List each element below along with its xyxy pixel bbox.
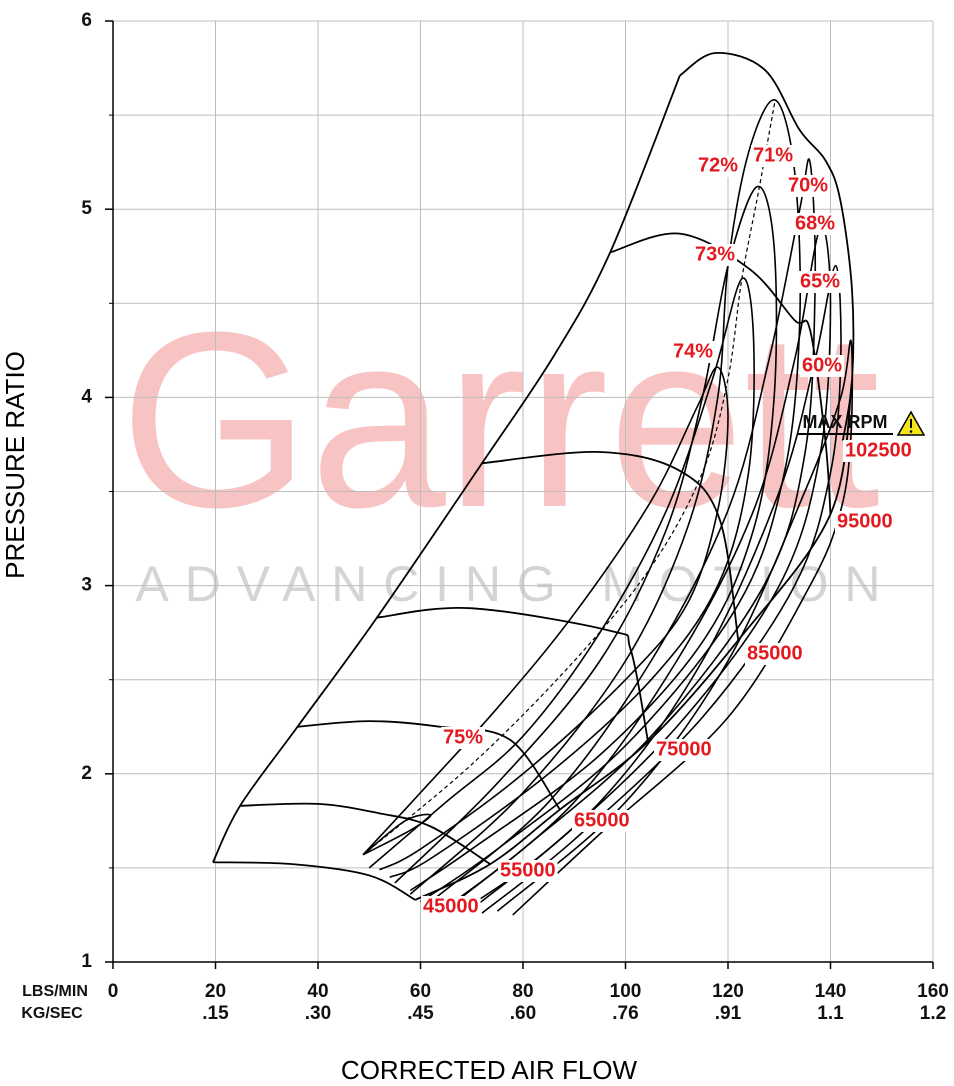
label-bg xyxy=(750,145,796,167)
x2-tick-label: .91 xyxy=(715,1003,742,1024)
x-tick-label: 40 xyxy=(307,981,328,1002)
label-bg xyxy=(440,727,486,749)
watermark-title: Garrett xyxy=(120,280,880,559)
speed-label: 55000 xyxy=(500,859,556,881)
x2-tick-label: .60 xyxy=(510,1003,536,1024)
x-row-label: KG/SEC xyxy=(21,1005,83,1022)
plot xyxy=(212,52,855,916)
label-bg xyxy=(421,896,481,918)
speed-label: 65000 xyxy=(574,809,630,831)
speed-label: 45000 xyxy=(423,895,479,917)
speed-line xyxy=(679,52,855,441)
speed-line xyxy=(481,451,740,641)
x2-tick-label: 1.2 xyxy=(920,1003,946,1024)
x-tick-label: 0 xyxy=(108,981,119,1002)
efficiency-label: 73% xyxy=(695,243,735,265)
x2-tick-label: .45 xyxy=(407,1003,434,1024)
y-tick-label: 3 xyxy=(81,575,92,596)
x2-tick-label: .76 xyxy=(612,1003,638,1024)
label-bg xyxy=(498,860,558,882)
max-rpm-label: MAX RPM xyxy=(803,412,888,432)
x2-tick-label: .15 xyxy=(202,1003,229,1024)
speed-label: 75000 xyxy=(656,738,712,760)
efficiency-island xyxy=(368,277,755,879)
efficiency-label: 74% xyxy=(673,340,713,362)
efficiency-island xyxy=(450,226,832,912)
x2-tick-label: 1.1 xyxy=(817,1003,844,1024)
y-tick-label: 1 xyxy=(81,951,92,972)
speed-line xyxy=(212,861,416,901)
label-bg xyxy=(692,244,738,266)
x-axis-title: CORRECTED AIR FLOW xyxy=(341,1055,638,1085)
label-bg xyxy=(797,271,843,293)
label-bg xyxy=(785,175,831,197)
label-bg xyxy=(572,810,632,832)
speed-line xyxy=(376,606,649,742)
x-tick-label: 120 xyxy=(712,981,744,1002)
label-bg xyxy=(745,643,805,665)
speed-label: 85000 xyxy=(747,642,803,664)
speed-line xyxy=(240,802,491,865)
y-tick-label: 6 xyxy=(81,10,92,31)
label-bg xyxy=(670,341,716,363)
x-tick-label: 80 xyxy=(512,981,533,1002)
y-axis-title: PRESSURE RATIO xyxy=(0,351,30,579)
label-bg xyxy=(843,440,914,462)
x-tick-label: 140 xyxy=(815,981,847,1002)
x-tick-label: 60 xyxy=(410,981,431,1002)
speed-label: 95000 xyxy=(837,510,893,532)
y-tick-label: 5 xyxy=(81,198,92,219)
label-bg xyxy=(799,355,845,377)
x-row-label: LBS/MIN xyxy=(22,983,88,1000)
max-rpm-badge: MAX RPM xyxy=(797,410,926,436)
y-tick-label: 4 xyxy=(81,386,92,407)
y-tick-label: 2 xyxy=(81,763,92,784)
efficiency-island xyxy=(362,366,729,871)
efficiency-label: 71% xyxy=(753,144,793,166)
x-tick-label: 160 xyxy=(917,981,949,1002)
efficiency-island xyxy=(394,185,778,892)
label-bg xyxy=(654,739,714,761)
x-tick-label: 100 xyxy=(610,981,642,1002)
speed-line xyxy=(297,720,561,811)
efficiency-label: 60% xyxy=(802,354,842,376)
efficiency-label: 65% xyxy=(800,270,840,292)
label-bg xyxy=(835,511,895,533)
efficiency-island xyxy=(430,158,817,909)
efficiency-label: 75% xyxy=(443,726,483,748)
label-bg xyxy=(695,155,741,177)
speed-line xyxy=(609,232,832,515)
x2-tick-label: .30 xyxy=(305,1003,331,1024)
x-tick-label: 20 xyxy=(205,981,226,1002)
label-bg xyxy=(792,213,838,235)
speed-label: 102500 xyxy=(845,439,912,461)
warning-dot xyxy=(909,430,913,433)
efficiency-label: 68% xyxy=(795,212,835,234)
efficiency-label: 72% xyxy=(698,154,738,176)
peak-efficiency-line xyxy=(362,99,776,856)
efficiency-label: 70% xyxy=(788,174,828,196)
